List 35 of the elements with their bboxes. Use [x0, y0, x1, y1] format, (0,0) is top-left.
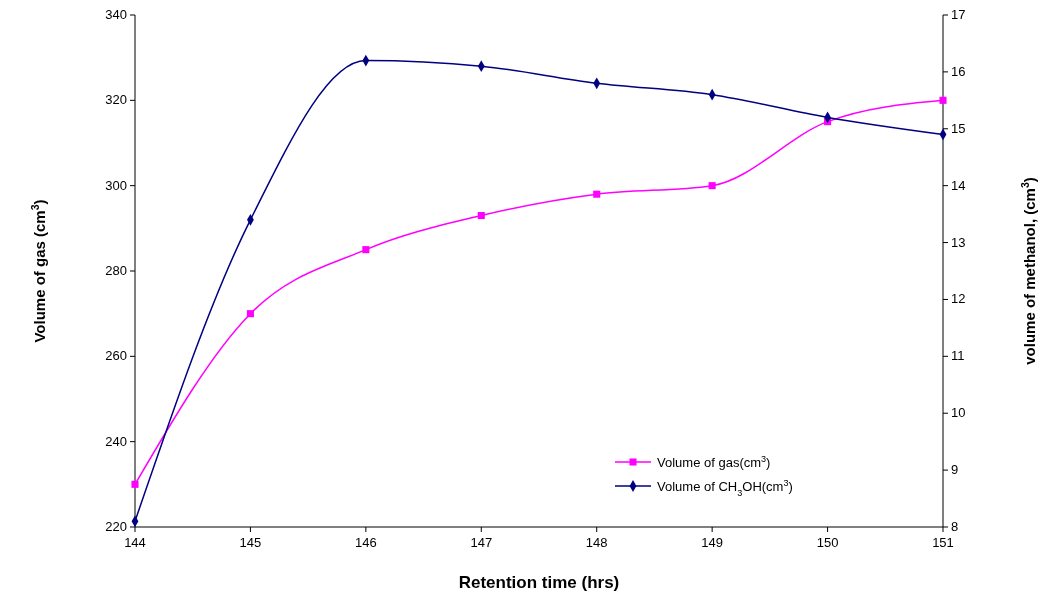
point — [593, 190, 601, 198]
y-tick-label: 300 — [105, 177, 127, 193]
point — [939, 96, 947, 104]
y2-tick-label: 17 — [951, 7, 966, 22]
x-tick-label: 144 — [124, 535, 146, 550]
legend-label: Volume of gas(cm$^{3}$) — [657, 454, 771, 470]
x-tick-label: 148 — [585, 535, 608, 550]
x-tick-label: 146 — [355, 535, 377, 550]
y2-tick-label: 9 — [951, 462, 959, 478]
y-tick-label: 260 — [105, 348, 127, 364]
point — [477, 212, 485, 220]
x-axis-title: Retention time (hrs) — [458, 573, 620, 592]
x-tick-label: 145 — [239, 535, 262, 550]
y-tick-label: 320 — [105, 92, 127, 108]
y2-tick-label: 16 — [951, 63, 966, 79]
point — [708, 182, 716, 190]
y-tick-label: 340 — [105, 7, 127, 22]
y-tick-label: 240 — [105, 433, 127, 449]
x-tick-label: 150 — [816, 535, 839, 550]
y2-tick-label: 8 — [951, 519, 959, 534]
x-tick-label: 147 — [470, 535, 493, 550]
y2-tick-label: 15 — [951, 120, 966, 136]
y2-tick-label: 12 — [951, 291, 966, 307]
y-tick-label: 280 — [105, 263, 127, 278]
y2-tick-label: 10 — [951, 405, 966, 421]
y2-tick-label: 13 — [951, 234, 966, 250]
point — [246, 310, 254, 318]
x-tick-label: 149 — [701, 535, 723, 550]
y-tick-label: 220 — [105, 519, 127, 534]
point — [362, 246, 370, 254]
y2-tick-label: 14 — [951, 177, 966, 193]
y2-tick-label: 11 — [951, 348, 965, 364]
point — [131, 480, 139, 488]
legend-label: Volume of CH$_{3}$OH(cm$^{3}$) — [657, 478, 793, 498]
x-tick-label: 151 — [932, 535, 954, 550]
